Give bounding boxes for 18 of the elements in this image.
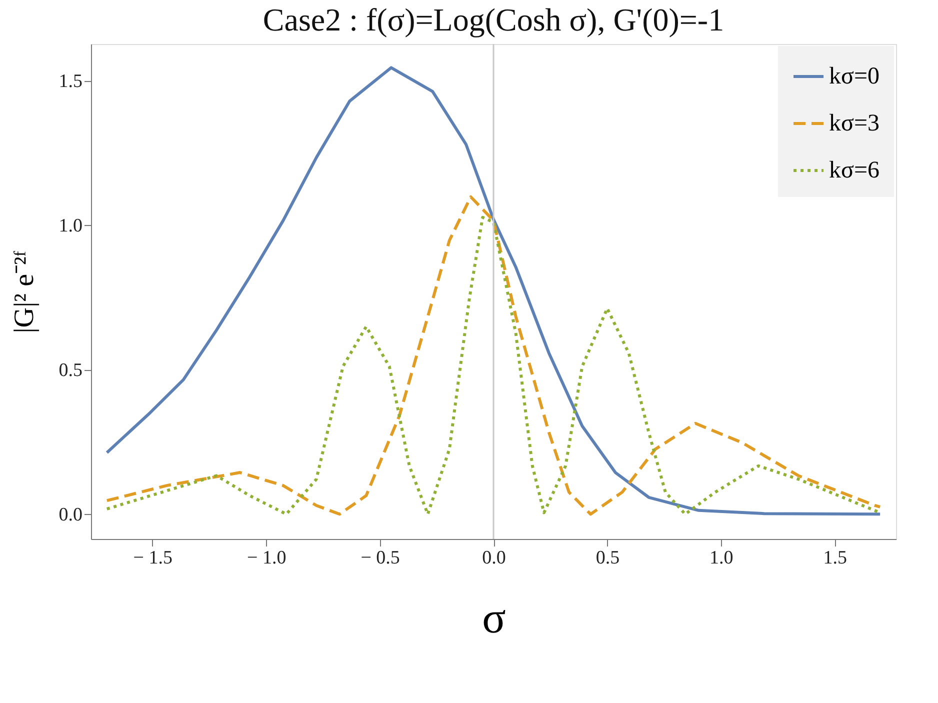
line-series (105, 66, 882, 516)
x-tick-label: 0.5 (596, 548, 620, 568)
legend-label: kσ=0 (829, 64, 880, 90)
chart-title: Case2 : f(σ)=Log(Cosh σ), G'(0)=-1 (262, 1, 724, 38)
x-tick-label: 1.5 (823, 548, 847, 568)
x-tick-label: − 1.0 (246, 548, 286, 568)
y-tick-label: 1.0 (58, 216, 82, 237)
x-tick-label: − 1.5 (133, 548, 173, 568)
y-tick-label: 0.5 (58, 360, 82, 382)
y-tick-label: 0.0 (58, 504, 82, 526)
x-axis-title: σ (482, 594, 506, 642)
x-tick-label: 0.0 (482, 548, 506, 568)
x-tick-label: 1.0 (710, 548, 734, 568)
y-axis-title: |G|² e⁻²ᶠ (8, 250, 40, 334)
legend-label: kσ=6 (829, 158, 880, 184)
legend-label: kσ=3 (829, 110, 880, 136)
x-tick-label: − 0.5 (360, 548, 400, 568)
y-tick-label: 1.5 (58, 71, 82, 92)
